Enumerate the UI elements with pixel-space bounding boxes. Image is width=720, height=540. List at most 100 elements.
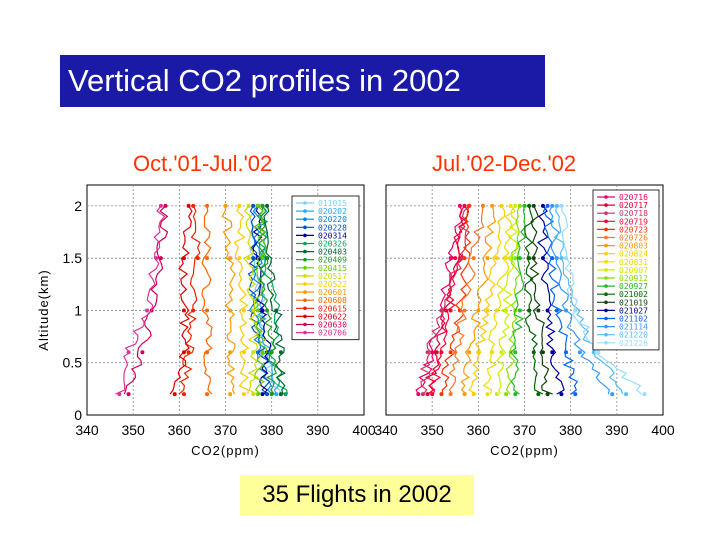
data-point-020927 xyxy=(513,350,518,355)
data-point-021019 xyxy=(540,350,545,355)
data-point-020726 xyxy=(471,256,476,261)
data-point-020608 xyxy=(205,392,210,397)
x-tick-label: 380 xyxy=(559,422,583,438)
data-point-020718 xyxy=(425,350,430,355)
legend-swatch-marker xyxy=(604,308,608,313)
legend-swatch-marker xyxy=(303,322,307,327)
legend-swatch-marker xyxy=(604,268,608,272)
legend-swatch-marker xyxy=(303,209,307,213)
data-point-020415 xyxy=(255,308,260,313)
data-point-020726 xyxy=(480,203,485,208)
data-point-020409 xyxy=(265,308,270,313)
legend-label: 011015 xyxy=(318,199,347,208)
data-point-020517 xyxy=(246,256,251,261)
data-point-021226 xyxy=(573,308,578,313)
y-tick-label: 1.5 xyxy=(63,250,83,266)
legend-label: 020615 xyxy=(318,304,347,313)
legend-label: 020403 xyxy=(318,248,347,257)
legend-swatch-marker xyxy=(303,266,307,270)
legend-label: 020415 xyxy=(318,264,347,273)
data-point-021220 xyxy=(554,203,559,208)
data-point-020615 xyxy=(191,203,196,208)
x-tick-label: 350 xyxy=(121,422,145,438)
data-point-020608 xyxy=(205,350,210,355)
legend-label: 021002 xyxy=(619,290,648,299)
legend-label: 021102 xyxy=(619,315,648,324)
data-point-020719 xyxy=(448,308,453,313)
legend-label: 021220 xyxy=(619,331,648,340)
legend-swatch-marker xyxy=(303,306,307,311)
x-tick-label: 390 xyxy=(306,422,330,438)
legend-swatch-marker xyxy=(604,243,608,248)
legend-label: 020717 xyxy=(619,201,648,210)
legend-label: 020927 xyxy=(619,282,648,291)
data-point-020415 xyxy=(255,392,260,397)
data-point-020522 xyxy=(237,203,242,208)
left-panel-title: Oct.'01-Jul.'02 xyxy=(133,151,273,176)
data-point-021102 xyxy=(554,308,559,313)
legend-label: 020912 xyxy=(619,274,648,283)
data-point-020912 xyxy=(517,203,522,208)
series-line-020719 xyxy=(428,205,468,395)
legend-swatch-marker xyxy=(303,249,307,254)
data-point-020726 xyxy=(453,350,458,355)
legend-swatch-marker xyxy=(303,314,307,319)
x-tick-label: 340 xyxy=(374,422,398,438)
data-point-021220 xyxy=(624,392,629,397)
series-line-020726 xyxy=(448,205,485,395)
data-point-020716 xyxy=(457,203,462,208)
data-point-020719 xyxy=(439,350,444,355)
data-point-020719 xyxy=(453,256,458,261)
data-point-021027 xyxy=(550,350,555,355)
legend-swatch-marker xyxy=(303,330,307,335)
data-point-021226 xyxy=(559,203,564,208)
data-point-021114 xyxy=(550,203,555,208)
data-point-020723 xyxy=(462,256,467,261)
data-point-021114 xyxy=(554,256,559,261)
data-point-020706 xyxy=(158,203,163,208)
legend-swatch-marker xyxy=(604,341,608,345)
data-point-021114 xyxy=(577,350,582,355)
data-point-020630 xyxy=(163,203,168,208)
data-point-020601 xyxy=(228,350,233,355)
data-point-021226 xyxy=(596,350,601,355)
data-point-020601 xyxy=(223,203,228,208)
data-point-020831 xyxy=(485,392,490,397)
data-point-020522 xyxy=(237,256,242,261)
data-point-020228 xyxy=(265,392,270,397)
series-line-020403 xyxy=(263,205,286,395)
legend-label: 020202 xyxy=(318,207,347,216)
data-point-021019 xyxy=(536,308,541,313)
data-point-020601 xyxy=(228,308,233,313)
data-point-020522 xyxy=(241,350,246,355)
data-point-021114 xyxy=(564,308,569,313)
x-tick-label: 400 xyxy=(651,422,675,438)
data-point-020522 xyxy=(241,392,246,397)
legend-label: 021019 xyxy=(619,298,648,307)
y-tick-label: 1 xyxy=(74,302,82,318)
legend-swatch-marker xyxy=(604,260,608,264)
x-tick-label: 360 xyxy=(168,422,192,438)
data-point-020907 xyxy=(499,350,504,355)
data-point-020927 xyxy=(517,308,522,313)
data-point-020415 xyxy=(260,350,265,355)
legend-swatch-marker xyxy=(604,324,608,329)
data-point-020803 xyxy=(490,203,495,208)
data-point-020718 xyxy=(439,308,444,313)
legend-label: 021114 xyxy=(619,323,648,332)
y-tick-label: 0 xyxy=(74,407,82,423)
x-tick-label: 370 xyxy=(214,422,238,438)
legend-swatch-marker xyxy=(303,233,307,238)
data-point-020907 xyxy=(504,308,509,313)
legend-swatch-marker xyxy=(604,316,608,321)
data-point-021002 xyxy=(527,308,532,313)
legend-label: 020716 xyxy=(619,193,648,202)
legend-label: 020907 xyxy=(619,266,648,275)
legend-label: 021226 xyxy=(619,339,648,348)
data-point-020716 xyxy=(416,392,421,397)
series-line-020927 xyxy=(509,205,527,395)
data-point-020326 xyxy=(283,392,288,397)
legend-swatch-marker xyxy=(604,292,608,297)
legend-swatch-marker xyxy=(303,225,307,230)
